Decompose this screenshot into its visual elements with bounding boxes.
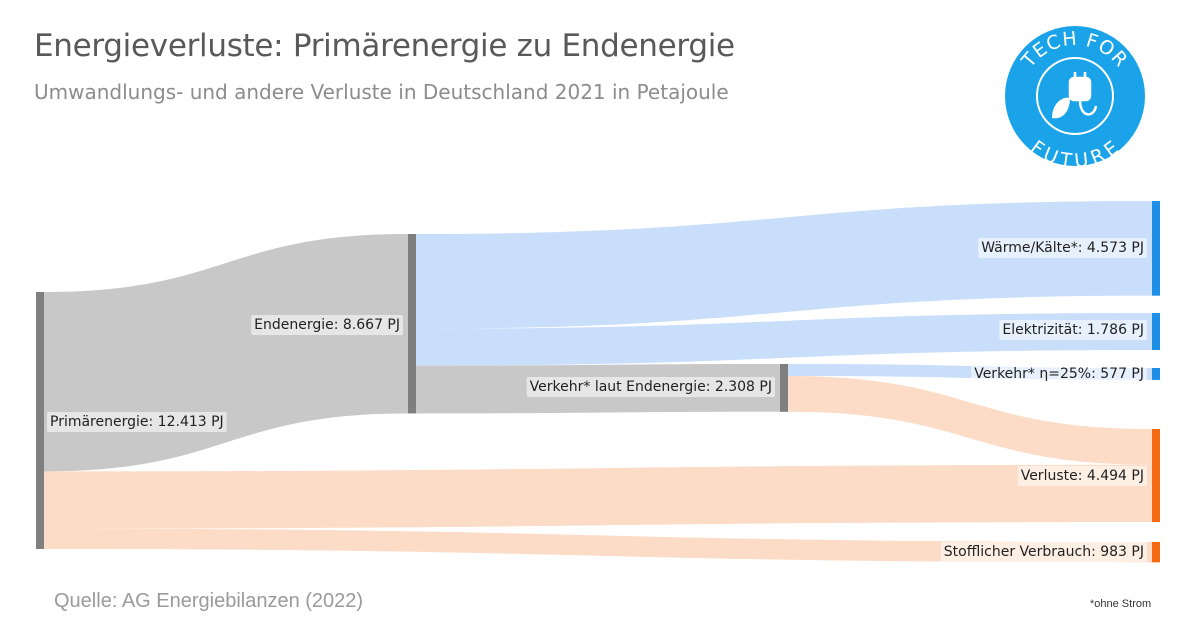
node-label-bg-stofflich — [940, 542, 1147, 562]
node-label-text-elektr: Elektrizität: 1.786 PJ — [1002, 322, 1144, 338]
node-label-bg-waerme — [978, 238, 1147, 258]
sankey-node-end — [408, 234, 416, 414]
node-label-text-verkehr_end: Verkehr* laut Endenergie: 2.308 PJ — [530, 379, 772, 395]
node-label-end: Endenergie: 8.667 PJ — [251, 315, 403, 335]
node-label-verkehr_eta: Verkehr* η=25%: 577 PJ — [971, 364, 1147, 384]
node-label-bg-end — [251, 315, 403, 335]
node-label-verluste: Verluste: 4.494 PJ — [1017, 466, 1147, 486]
node-label-text-primaer: Primärenergie: 12.413 PJ — [50, 414, 224, 430]
sankey-node-verkehr_end — [780, 364, 788, 412]
sankey-link-primaer-verluste — [44, 464, 1152, 529]
node-label-verkehr_end: Verkehr* laut Endenergie: 2.308 PJ — [526, 377, 775, 397]
node-label-text-stofflich: Stofflicher Verbrauch: 983 PJ — [944, 544, 1144, 560]
node-label-bg-primaer — [47, 412, 227, 432]
node-label-bg-elektr — [999, 320, 1147, 340]
node-label-bg-verluste — [1017, 466, 1147, 486]
chart-subtitle: Umwandlungs- und andere Verluste in Deut… — [34, 80, 729, 104]
node-label-bg-verkehr_eta — [971, 364, 1147, 384]
sankey-node-verkehr_eta — [1152, 368, 1160, 380]
node-label-text-end: Endenergie: 8.667 PJ — [254, 317, 400, 333]
sankey-link-primaer-end — [44, 234, 408, 472]
sankey-node-verluste — [1152, 429, 1160, 523]
node-label-bg-verkehr_end — [526, 377, 775, 397]
footnote: *ohne Strom — [1090, 598, 1152, 610]
node-label-text-verkehr_eta: Verkehr* η=25%: 577 PJ — [974, 366, 1144, 382]
plug-leaf-icon — [1052, 72, 1098, 119]
sankey-link-end-elektr — [416, 313, 1152, 366]
sankey-node-waerme — [1152, 201, 1160, 296]
node-label-elektr: Elektrizität: 1.786 PJ — [999, 320, 1147, 340]
node-label-waerme: Wärme/Kälte*: 4.573 PJ — [978, 238, 1147, 258]
sankey-link-primaer-stofflich — [44, 528, 1152, 563]
sankey-link-end-waerme — [416, 201, 1152, 329]
node-label-text-waerme: Wärme/Kälte*: 4.573 PJ — [981, 240, 1144, 256]
sankey-nodes — [36, 201, 1160, 563]
node-label-stofflich: Stofflicher Verbrauch: 983 PJ — [940, 542, 1147, 562]
source-note: Quelle: AG Energiebilanzen (2022) — [54, 590, 364, 612]
tech-for-future-logo: TECH FOR FUTURE — [1005, 26, 1145, 166]
node-label-text-verluste: Verluste: 4.494 PJ — [1021, 468, 1144, 484]
sankey-link-verkehr_end-verluste — [788, 375, 1152, 465]
sankey-labels: Primärenergie: 12.413 PJ Endenergie: 8.66… — [47, 238, 1147, 562]
sankey-node-primaer — [36, 292, 44, 549]
chart-title: Energieverluste: Primärenergie zu Endene… — [34, 28, 735, 64]
node-label-primaer: Primärenergie: 12.413 PJ — [47, 412, 227, 432]
sankey-node-elektr — [1152, 313, 1160, 350]
sankey-node-stofflich — [1152, 542, 1160, 563]
